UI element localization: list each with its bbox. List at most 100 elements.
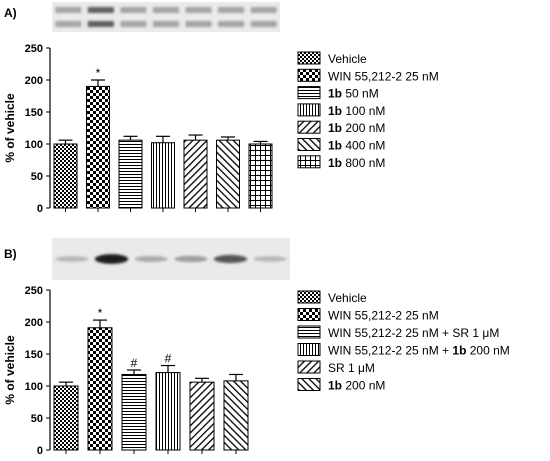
bar bbox=[87, 327, 113, 451]
blot-band bbox=[152, 7, 180, 13]
legend-item: WIN 55,212-2 25 nM bbox=[297, 308, 439, 323]
y-tick-label: 50 bbox=[31, 413, 43, 425]
legend-item: Vehicle bbox=[297, 290, 367, 305]
legend-swatch bbox=[297, 290, 321, 304]
y-axis-title: % of vehicle bbox=[3, 335, 17, 405]
blot-band bbox=[87, 7, 114, 13]
legend-item: WIN 55,212-2 25 nM bbox=[297, 68, 439, 83]
legend-item: 1b 200 nM bbox=[297, 120, 385, 135]
legend-item: 1b 400 nM bbox=[297, 138, 385, 153]
y-tick-label: 150 bbox=[25, 107, 43, 119]
significance-mark: # bbox=[165, 352, 172, 366]
bar bbox=[189, 381, 215, 451]
panel-label: B) bbox=[4, 247, 17, 261]
legend-swatch bbox=[297, 51, 321, 65]
legend-label-compound: 1b bbox=[328, 121, 342, 135]
blot-band bbox=[218, 21, 245, 27]
y-tick-label: 100 bbox=[25, 139, 43, 151]
legend-item: WIN 55,212-2 25 nM + 1b 200 nM bbox=[297, 343, 510, 358]
y-tick-label: 250 bbox=[25, 285, 43, 297]
legend-item: 1b 100 nM bbox=[297, 103, 385, 118]
bar bbox=[86, 85, 110, 209]
legend-label-text: WIN 55,212-2 25 nM bbox=[328, 69, 439, 83]
blot-band bbox=[253, 256, 287, 262]
legend-label-text: 400 nM bbox=[342, 139, 385, 153]
blot-background bbox=[52, 2, 280, 32]
significance-mark: # bbox=[131, 356, 138, 370]
legend-swatch bbox=[297, 360, 321, 374]
legend-swatch bbox=[297, 86, 321, 100]
y-tick-label: 0 bbox=[37, 445, 43, 457]
legend-swatch bbox=[297, 378, 321, 391]
y-axis-title: % of vehicle bbox=[3, 93, 17, 163]
legend-label-compound: 1b bbox=[328, 156, 342, 170]
legend-label-text: 50 nM bbox=[342, 87, 379, 101]
legend-label: WIN 55,212-2 25 nM bbox=[328, 69, 439, 83]
legend-swatch bbox=[297, 68, 321, 82]
bar bbox=[155, 372, 181, 451]
legend-label-text: WIN 55,212-2 25 nM + SR 1 μM bbox=[328, 326, 499, 340]
blot-band bbox=[250, 21, 277, 27]
western-blot bbox=[52, 238, 290, 280]
legend-label: SR 1 μM bbox=[328, 361, 375, 375]
legend-item: SR 1 μM bbox=[297, 360, 375, 375]
blot-background bbox=[52, 238, 290, 280]
legend-label-text: Vehicle bbox=[328, 52, 367, 66]
panel-a: A) 0 50 100 150 200 250 % of vehicle * Vehicle WIN… bbox=[3, 2, 439, 215]
blot-band bbox=[174, 255, 208, 263]
blot-band bbox=[120, 7, 147, 13]
y-tick-label: 0 bbox=[37, 203, 43, 215]
legend-label: WIN 55,212-2 25 nM + 1b 200 nM bbox=[328, 344, 510, 358]
legend-label: WIN 55,212-2 25 nM bbox=[328, 309, 439, 323]
legend-swatch bbox=[297, 120, 321, 134]
legend-label-compound: 1b bbox=[328, 379, 342, 393]
legend-item: WIN 55,212-2 25 nM + SR 1 μM bbox=[297, 325, 499, 340]
bar bbox=[248, 143, 273, 209]
bar bbox=[118, 139, 143, 209]
blot-band bbox=[185, 21, 212, 27]
legend-label-dose: 200 nM bbox=[466, 344, 509, 358]
legend-label-text: Vehicle bbox=[328, 291, 367, 305]
y-tick-label: 250 bbox=[25, 43, 43, 55]
legend-label-text: WIN 55,212-2 25 nM bbox=[328, 309, 439, 323]
western-blot bbox=[52, 2, 280, 32]
y-tick-label: 150 bbox=[25, 349, 43, 361]
legend-label: 1b 100 nM bbox=[328, 104, 385, 118]
legend-item: 1b 200 nM bbox=[297, 378, 385, 393]
legend-label-compound: 1b bbox=[328, 139, 342, 153]
legend-label: WIN 55,212-2 25 nM + SR 1 μM bbox=[328, 326, 499, 340]
legend-label-compound: 1b bbox=[452, 344, 466, 358]
legend-label-text: 100 nM bbox=[342, 104, 385, 118]
blot-band bbox=[218, 7, 245, 13]
legend-label-text: 200 nM bbox=[342, 121, 385, 135]
blot-band bbox=[152, 21, 180, 27]
panel-label: A) bbox=[4, 6, 17, 20]
blot-band bbox=[120, 21, 147, 27]
legend-swatch bbox=[297, 138, 321, 151]
legend-label: Vehicle bbox=[328, 52, 367, 66]
legend-item: Vehicle bbox=[297, 51, 367, 66]
legend-label: Vehicle bbox=[328, 291, 367, 305]
blot-band bbox=[213, 254, 248, 264]
legend-label-text: WIN 55,212-2 25 nM + bbox=[328, 344, 452, 358]
legend-swatch bbox=[297, 308, 321, 321]
bar bbox=[121, 373, 147, 451]
legend-swatch bbox=[297, 325, 321, 339]
bar bbox=[216, 139, 240, 209]
blot-band bbox=[87, 21, 114, 27]
legend-swatch bbox=[297, 103, 321, 117]
y-tick-label: 200 bbox=[25, 75, 43, 87]
bar bbox=[151, 142, 175, 209]
bar bbox=[53, 143, 78, 209]
y-tick-label: 100 bbox=[25, 381, 43, 393]
legend-label: 1b 50 nM bbox=[328, 87, 379, 101]
significance-mark: * bbox=[96, 66, 101, 80]
legend-label-compound: 1b bbox=[328, 87, 342, 101]
legend-swatch bbox=[297, 343, 321, 356]
blot-band bbox=[94, 254, 129, 264]
legend-label: 1b 200 nM bbox=[328, 379, 385, 393]
legend-label-text: SR 1 μM bbox=[328, 361, 375, 375]
legend-swatch bbox=[297, 155, 321, 169]
legend-label-text: 800 nM bbox=[342, 156, 385, 170]
